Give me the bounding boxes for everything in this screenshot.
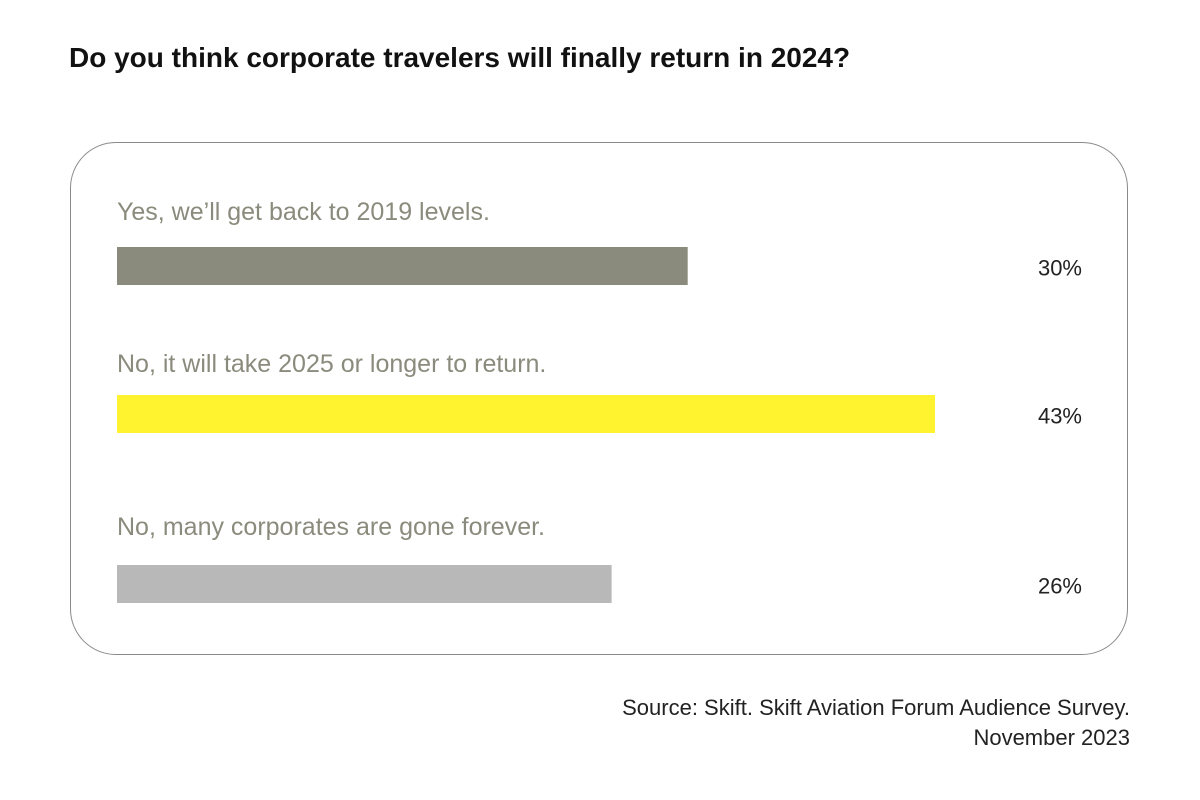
category-label: Yes, we’ll get back to 2019 levels. (117, 198, 490, 226)
bar (117, 565, 612, 603)
source-note: Source: Skift. Skift Aviation Forum Audi… (622, 693, 1130, 753)
bar (117, 395, 935, 433)
source-date: November 2023 (973, 725, 1130, 750)
category-label: No, it will take 2025 or longer to retur… (117, 350, 546, 378)
category-label: No, many corporates are gone forever. (117, 513, 545, 541)
chart-title: Do you think corporate travelers will fi… (69, 42, 851, 73)
value-label: 26% (1038, 574, 1082, 599)
bar (117, 247, 688, 285)
value-label: 43% (1038, 404, 1082, 429)
chart-panel (70, 142, 1128, 655)
value-label: 30% (1038, 256, 1082, 281)
source-line-1: Source: Skift. Skift Aviation Forum Audi… (622, 695, 1130, 720)
